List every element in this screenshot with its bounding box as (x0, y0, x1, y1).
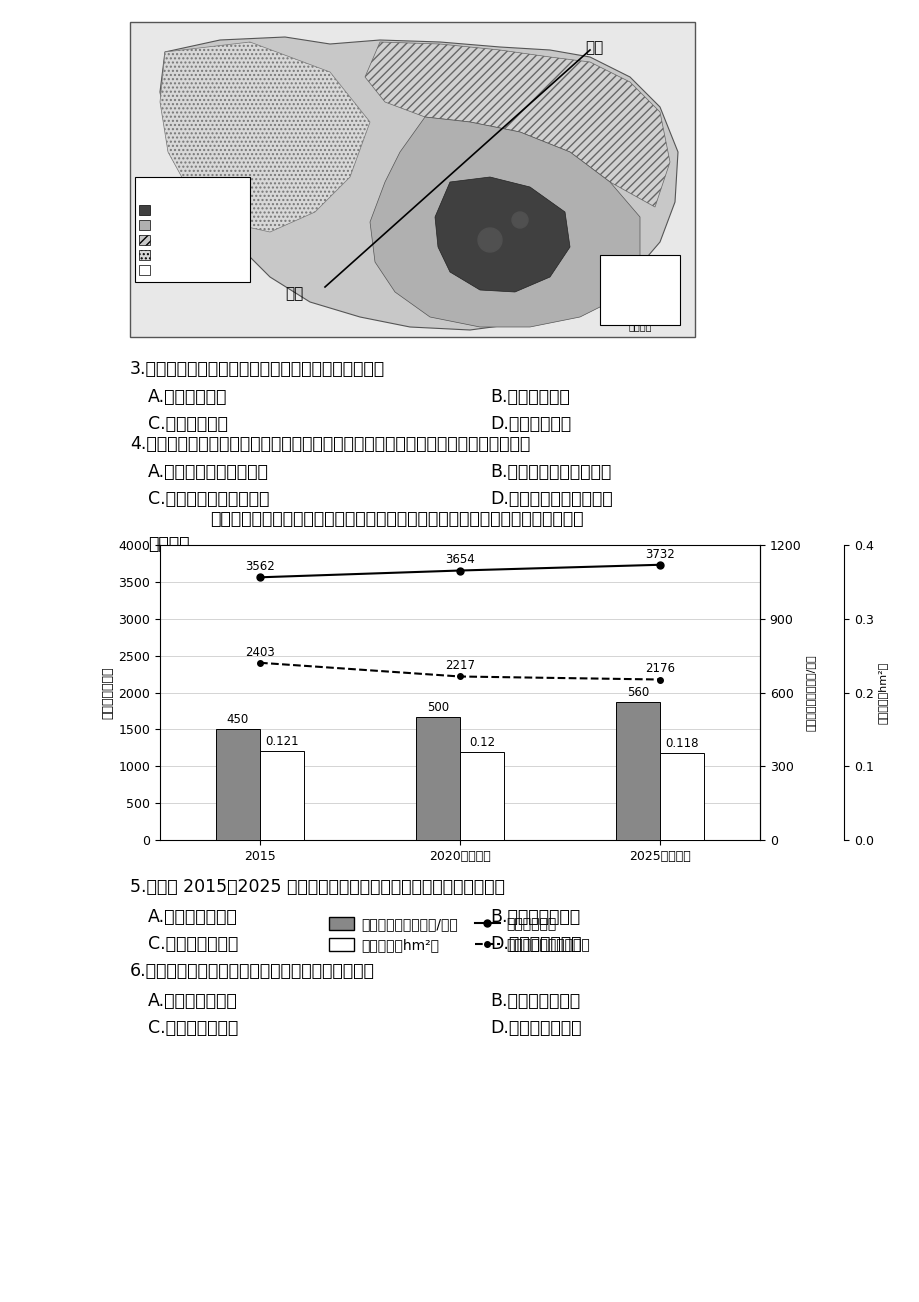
Polygon shape (369, 117, 640, 327)
Text: 1人以下: 1人以下 (153, 266, 180, 276)
Text: A.　地形和气候: A. 地形和气候 (148, 388, 227, 406)
Y-axis label: 人均耕地（hm²）: 人均耕地（hm²） (877, 661, 887, 724)
Text: 黑河: 黑河 (584, 40, 603, 55)
Text: 人口密度: 人口密度 (139, 180, 165, 190)
Text: 560: 560 (626, 686, 649, 699)
Bar (139, 204, 150, 215)
Text: B.　土壤和植被: B. 土壤和植被 (490, 388, 569, 406)
Text: 4.　我国西北地区总体人口稀少，但局部地区人口分布较集中，此类地区大多（　　）: 4. 我国西北地区总体人口稀少，但局部地区人口分布较集中，此类地区大多（ ） (130, 435, 529, 453)
Text: C.　矿产丰富，工业发达: C. 矿产丰富，工业发达 (148, 490, 269, 508)
Text: C.　历史和文化: C. 历史和文化 (148, 415, 228, 434)
Bar (139, 266, 150, 275)
Text: 3.　影响我国人口空间格局的主要自然因素是（　　）: 3. 影响我国人口空间格局的主要自然因素是（ ） (130, 359, 385, 378)
Text: 5.　导致 2015～2025 年山西省人口承载力变低的主要原因是（　　）: 5. 导致 2015～2025 年山西省人口承载力变低的主要原因是（ ） (130, 878, 505, 896)
Bar (659, 753, 703, 840)
Text: A.　海拘较低，热量充足: A. 海拘较低，热量充足 (148, 464, 268, 480)
Text: B.　限制对外开放: B. 限制对外开放 (490, 992, 580, 1010)
Text: 南海诸岛: 南海诸岛 (628, 322, 651, 331)
Bar (139, 234, 150, 245)
Text: 100~399人: 100~399人 (153, 221, 210, 230)
Polygon shape (435, 177, 570, 292)
Text: B.　地处山麓，邻近河流: B. 地处山麓，邻近河流 (490, 464, 610, 480)
Text: 下图为山西省人均耕地、人均簮食消费（折合）与人口承载力示意图。读图完成下: 下图为山西省人均耕地、人均簮食消费（折合）与人口承载力示意图。读图完成下 (210, 510, 583, 529)
Text: 3562: 3562 (244, 560, 275, 573)
Text: 0.121: 0.121 (265, 734, 299, 747)
Bar (139, 250, 150, 260)
Polygon shape (365, 42, 669, 207)
Bar (139, 220, 150, 230)
Text: A.　人口数量减少: A. 人口数量减少 (148, 907, 237, 926)
Text: 2176: 2176 (644, 663, 675, 676)
Bar (415, 717, 460, 840)
Text: A.　降低消费水平: A. 降低消费水平 (148, 992, 237, 1010)
Bar (130, 22, 694, 337)
Legend: 人均簮食消费（千克/年）, 人均耕地（hm²）, 人口（万人）, 可承载人口数（万人）: 人均簮食消费（千克/年）, 人均耕地（hm²）, 人口（万人）, 可承载人口数（… (323, 911, 596, 958)
Bar (460, 751, 504, 840)
Circle shape (512, 212, 528, 228)
Text: 500: 500 (426, 702, 448, 713)
Text: 400人以上: 400人以上 (153, 206, 194, 216)
Text: D.　政治和经济: D. 政治和经济 (490, 415, 571, 434)
Text: D.　发展地方经济: D. 发展地方经济 (490, 1019, 581, 1036)
Text: 2217: 2217 (445, 659, 474, 672)
Text: 腾冲: 腾冲 (285, 286, 303, 301)
Text: 0.118: 0.118 (664, 737, 698, 750)
Y-axis label: 人口数（万人）: 人口数（万人） (101, 667, 114, 719)
Text: 0.12: 0.12 (469, 736, 494, 749)
Bar (616, 702, 659, 840)
Bar (260, 751, 303, 840)
Text: C.　鼓励人口外迁: C. 鼓励人口外迁 (148, 1019, 238, 1036)
Bar (599, 255, 679, 326)
Polygon shape (160, 42, 369, 232)
Text: 1~9人: 1~9人 (153, 251, 183, 260)
Text: 面小题。: 面小题。 (148, 535, 189, 553)
Text: 2403: 2403 (244, 646, 275, 659)
Bar (135, 177, 250, 283)
Text: 3654: 3654 (445, 553, 474, 566)
Text: D.　平原广阔，土壤肥沃: D. 平原广阔，土壤肥沃 (490, 490, 612, 508)
Text: 450: 450 (227, 713, 249, 727)
Text: 10~99人: 10~99人 (153, 236, 197, 246)
Text: 6.　提高山西省人口承载力的可行性措施是（　　）: 6. 提高山西省人口承载力的可行性措施是（ ） (130, 962, 374, 980)
Bar (216, 729, 260, 840)
Text: C.　消费水平提高: C. 消费水平提高 (148, 935, 238, 953)
Text: D.　耕地总量增加: D. 耕地总量增加 (490, 935, 581, 953)
Polygon shape (160, 36, 677, 329)
Circle shape (478, 228, 502, 253)
Text: （每平方千米人口数）: （每平方千米人口数） (139, 191, 205, 201)
Text: 3732: 3732 (644, 548, 675, 561)
Text: B.　科学技术进步: B. 科学技术进步 (490, 907, 580, 926)
Y-axis label: 人均簮食消费（千克/年）: 人均簮食消费（千克/年） (805, 654, 815, 730)
